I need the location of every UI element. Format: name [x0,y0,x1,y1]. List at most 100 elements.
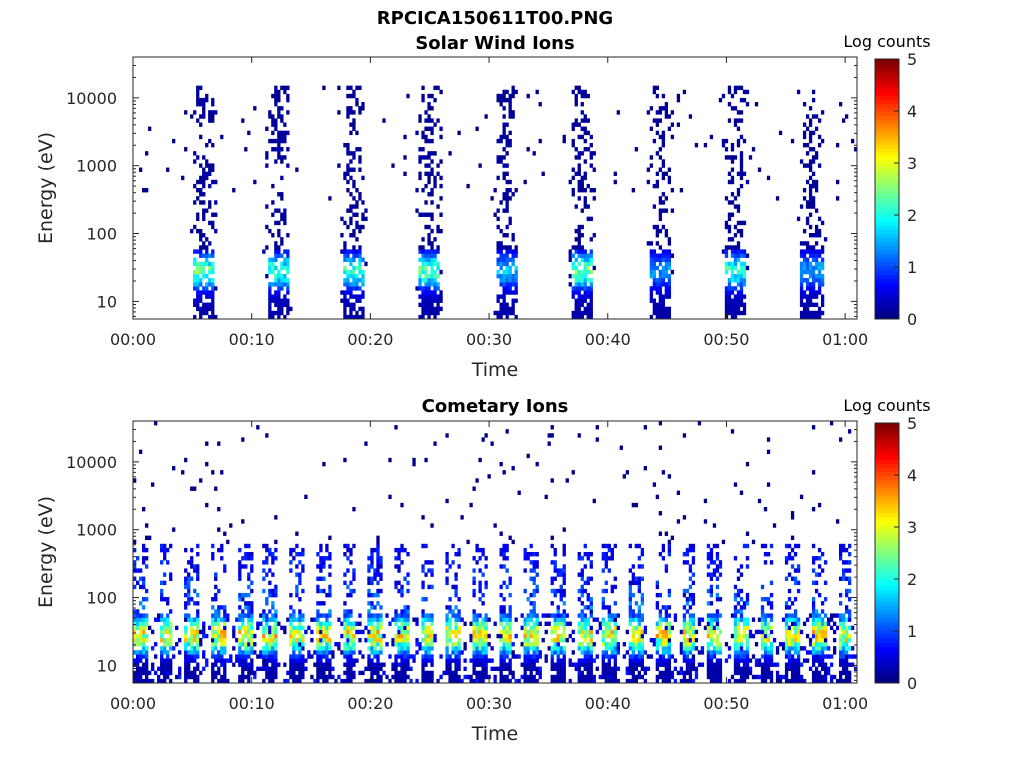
heatmap-cell [523,662,527,667]
heatmap-cell [367,576,371,581]
heatmap-cell [538,102,542,107]
heatmap-cell [601,637,605,643]
heatmap-cell [346,617,350,622]
heatmap-cell [421,257,425,262]
heatmap-cell [472,621,476,626]
heatmap-cell [817,253,822,258]
y-tick-label: 100 [86,225,117,244]
heatmap-cell [661,310,666,316]
heatmap-cell [556,670,560,676]
heatmap-cell [496,138,500,144]
heatmap-cell [808,249,813,254]
heatmap-cell [196,572,200,577]
heatmap-cell [430,584,434,590]
heatmap-cell [268,642,272,647]
heatmap-cell [427,237,431,242]
heatmap-cell [169,678,173,684]
heatmap-cell [709,588,714,594]
heatmap-cell [766,601,771,606]
heatmap-cell [697,650,702,655]
heatmap-cell [448,609,452,614]
colorbar-segment [875,168,899,174]
heatmap-cell [691,597,696,602]
heatmap-cell [514,633,518,639]
heatmap-cell [565,478,569,483]
heatmap-cell [346,633,350,639]
heatmap-cell [799,646,804,651]
heatmap-cell [400,617,404,622]
heatmap-cell [499,646,503,651]
heatmap-cell [376,588,380,594]
heatmap-cell [607,654,611,659]
heatmap-cell [523,556,527,561]
heatmap-cell [298,658,302,663]
heatmap-cell [664,662,669,667]
heatmap-cell [526,556,530,561]
heatmap-cell [199,192,203,197]
heatmap-cell [379,678,383,684]
heatmap-cell [274,633,278,639]
heatmap-cell [250,588,254,594]
heatmap-cell [556,605,560,610]
heatmap-cell [478,629,482,635]
heatmap-cell [529,662,533,667]
heatmap-cell [379,556,383,561]
heatmap-cell [298,662,302,667]
heatmap-cell [496,273,500,279]
heatmap-cell [430,642,434,647]
heatmap-cell [454,584,458,590]
heatmap-cell [364,678,368,684]
heatmap-cell [250,601,254,606]
heatmap-cell [424,286,428,291]
heatmap-cell [316,637,320,643]
heatmap-cell [631,662,635,667]
heatmap-cell [670,208,675,213]
heatmap-cell [478,457,482,463]
heatmap-cell [421,298,425,303]
heatmap-cell [241,654,245,659]
heatmap-cell [736,171,741,177]
heatmap-cell [556,609,560,614]
heatmap-cell [346,106,350,111]
heatmap-cell [676,519,681,524]
heatmap-cell [769,678,774,684]
heatmap-cell [199,670,203,676]
heatmap-cell [577,597,581,602]
heatmap-cell [193,286,197,291]
heatmap-cell [316,662,320,667]
heatmap-cell [454,592,458,598]
heatmap-cell [670,269,675,275]
heatmap-cell [280,134,284,140]
heatmap-cell [592,617,596,622]
heatmap-cell [439,159,443,164]
heatmap-cell [202,200,206,205]
heatmap-cell [661,130,666,136]
heatmap-cell [391,666,395,672]
heatmap-cell [580,298,584,303]
heatmap-cell [214,572,218,577]
heatmap-cell [652,224,657,230]
heatmap-cell [745,662,750,667]
heatmap-cell [361,106,365,111]
heatmap-cell [634,642,638,647]
heatmap-cell [445,556,449,561]
heatmap-cell [586,576,590,581]
heatmap-cell [400,670,404,676]
heatmap-cell [217,670,221,676]
heatmap-cell [592,674,596,680]
heatmap-cell [358,306,362,312]
colorbar-segment [875,225,899,231]
heatmap-cell [403,642,407,647]
heatmap-cell [727,282,732,287]
heatmap-cell [661,93,666,99]
heatmap-cell [709,613,714,618]
heatmap-cell [514,265,518,271]
heatmap-cell [241,633,245,639]
heatmap-cell [208,163,212,168]
heatmap-cell [484,642,488,647]
heatmap-cell [787,588,792,594]
heatmap-cell [502,245,506,250]
heatmap-cell [658,282,663,287]
heatmap-cell [274,126,278,131]
heatmap-cell [202,241,206,246]
